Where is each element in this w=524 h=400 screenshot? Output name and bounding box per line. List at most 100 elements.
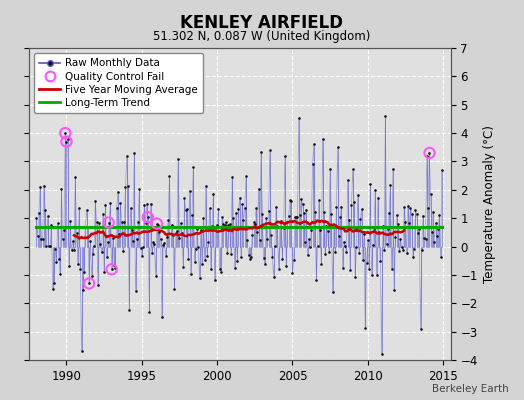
Point (114, 189, 122, 195)
Point (125, 307, 134, 313)
Point (371, 186, 379, 193)
Point (362, 260, 370, 266)
Point (259, 254, 268, 261)
Point (275, 266, 283, 272)
Point (69, 238, 77, 244)
Point (184, 256, 192, 262)
Point (189, 164, 198, 171)
Point (42, 243, 51, 250)
Point (396, 235, 405, 242)
Point (110, 262, 118, 268)
Point (340, 239, 348, 246)
Point (181, 207, 190, 213)
Point (35, 210, 43, 216)
Point (253, 229, 261, 235)
Point (333, 144, 342, 150)
Point (391, 234, 400, 240)
Point (130, 150, 138, 156)
Point (429, 209, 437, 215)
Point (206, 266, 215, 272)
Point (296, 212, 304, 219)
Point (212, 224, 220, 230)
Point (358, 257, 367, 263)
Point (322, 223, 331, 229)
Point (61, 130, 69, 136)
Point (144, 214, 152, 220)
Point (163, 234, 171, 240)
Point (408, 210, 416, 217)
Point (347, 202, 356, 208)
Text: 51.302 N, 0.087 W (United Kingdom): 51.302 N, 0.087 W (United Kingdom) (154, 30, 370, 43)
Point (365, 266, 373, 272)
Point (171, 230, 180, 236)
Point (377, 351, 386, 358)
Point (136, 244, 145, 251)
Point (94, 282, 102, 288)
Point (148, 250, 156, 256)
Point (228, 174, 236, 180)
Point (236, 195, 244, 201)
Point (431, 220, 440, 226)
Point (164, 217, 172, 224)
Point (286, 197, 294, 204)
Point (366, 181, 375, 187)
Point (419, 213, 427, 219)
Point (384, 226, 392, 232)
Point (65, 263, 73, 270)
Point (134, 218, 142, 225)
Point (160, 239, 169, 246)
Point (81, 223, 90, 230)
Point (55, 256, 63, 262)
Point (211, 277, 219, 283)
Point (399, 247, 407, 253)
Point (406, 205, 414, 212)
Point (294, 115, 303, 121)
Point (422, 152, 431, 159)
Point (119, 248, 127, 255)
Point (157, 236, 165, 242)
Point (218, 214, 226, 220)
Point (225, 220, 234, 227)
Point (99, 211, 107, 218)
Point (321, 251, 329, 257)
Point (260, 261, 269, 267)
Point (394, 221, 402, 227)
Point (195, 275, 204, 282)
Point (199, 215, 208, 222)
Point (82, 207, 91, 214)
Point (165, 173, 173, 180)
Point (277, 218, 286, 224)
Point (417, 326, 425, 332)
Point (60, 227, 68, 234)
Point (161, 253, 170, 259)
Point (45, 243, 53, 249)
Point (283, 218, 292, 225)
Point (103, 254, 111, 260)
Point (32, 214, 40, 221)
Point (96, 240, 105, 247)
Point (95, 220, 103, 226)
Point (202, 183, 210, 190)
Point (428, 228, 436, 235)
Point (192, 246, 200, 252)
Point (306, 244, 314, 250)
Point (411, 207, 420, 214)
Point (138, 253, 146, 260)
Point (297, 196, 305, 202)
Point (246, 256, 254, 262)
Point (350, 198, 358, 205)
Point (345, 217, 353, 224)
Point (383, 240, 391, 247)
Point (79, 287, 87, 294)
Point (404, 202, 412, 209)
Point (326, 166, 334, 172)
Point (341, 243, 350, 250)
Point (249, 219, 258, 226)
Point (57, 186, 66, 192)
Point (243, 236, 252, 243)
Point (373, 272, 381, 278)
Point (291, 214, 299, 220)
Point (90, 243, 99, 249)
Point (106, 200, 115, 207)
Point (303, 252, 312, 258)
